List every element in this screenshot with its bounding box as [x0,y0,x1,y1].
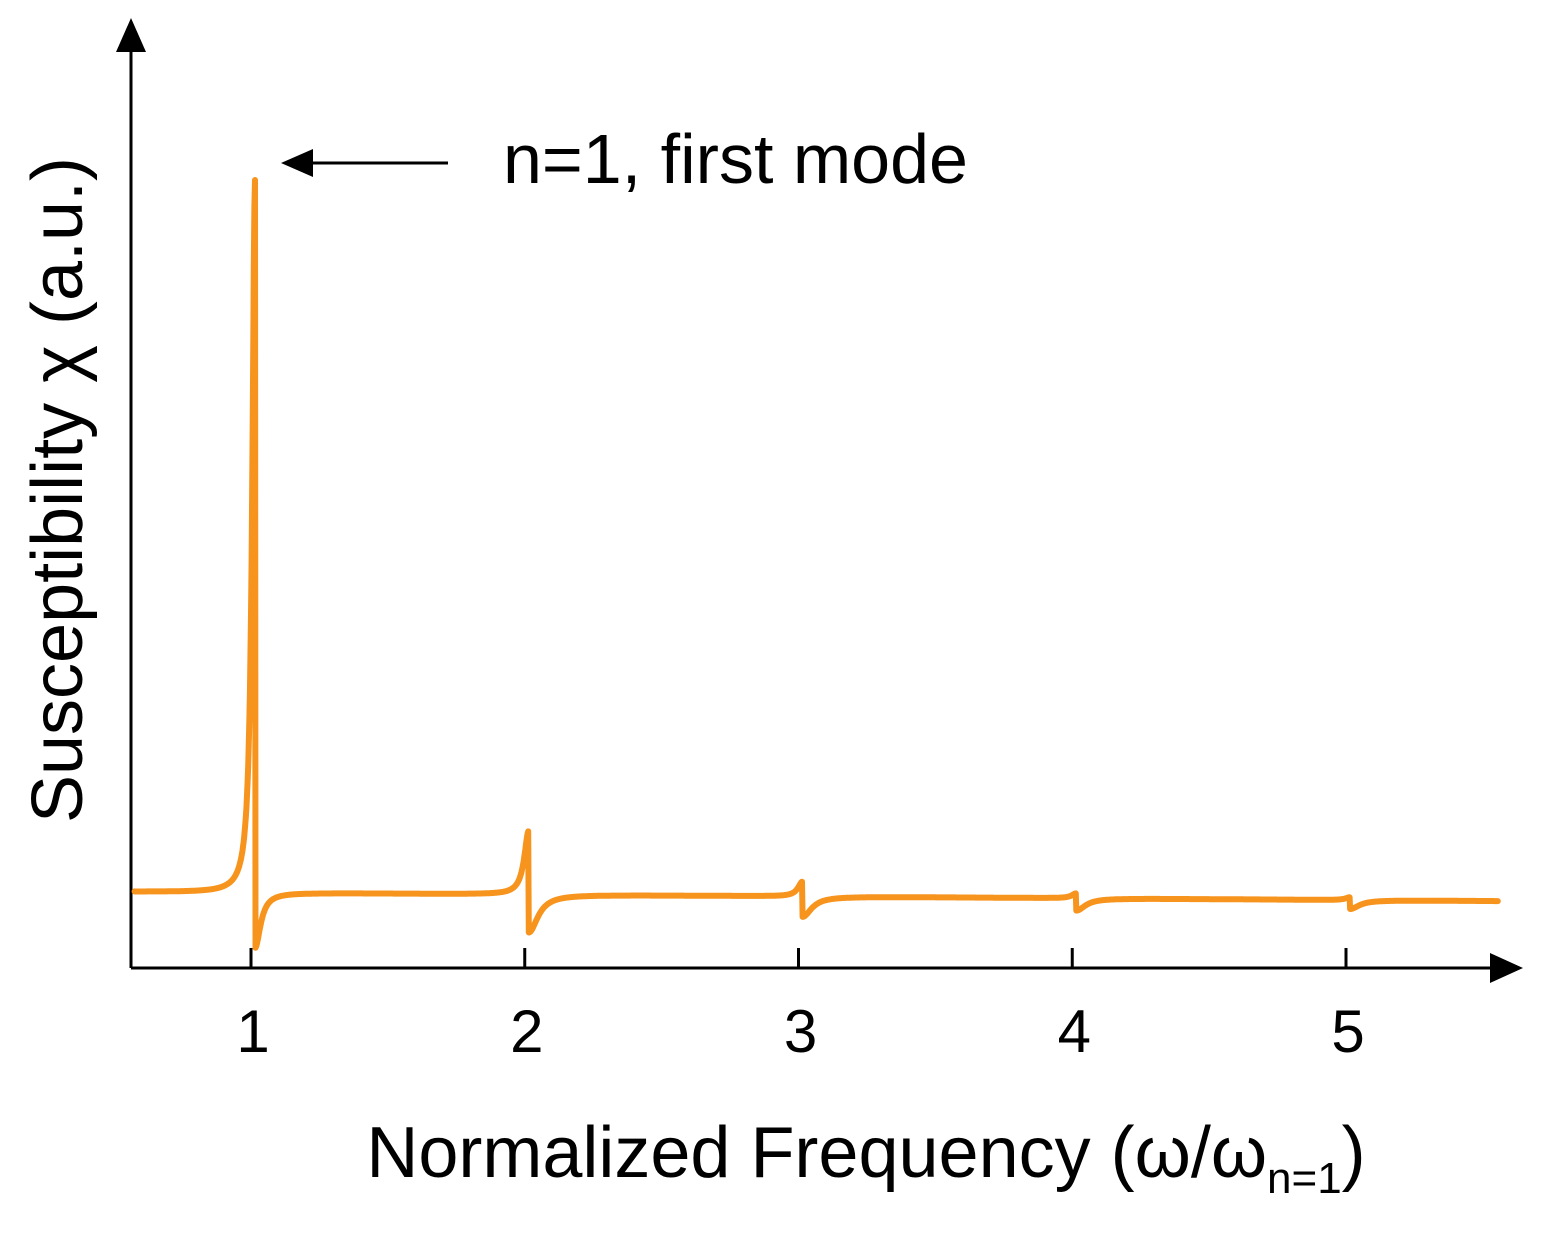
x-tick-labels: 1 2 3 4 5 [236,998,1364,1065]
x-axis-label-suffix: ) [1342,1113,1366,1193]
x-tick-label-2: 2 [510,998,543,1065]
x-tick-label-4: 4 [1058,998,1091,1065]
annotation-arrowhead [281,149,313,177]
annotation: n=1, first mode [281,120,968,198]
axes [116,18,1523,983]
x-tick-label-5: 5 [1331,998,1364,1065]
y-axis-arrowhead [116,18,146,52]
y-axis-label: Susceptibility χ (a.u.) [18,157,98,823]
susceptibility-series-line [131,177,1501,951]
x-tick-label-3: 3 [784,998,817,1065]
annotation-label: n=1, first mode [503,120,968,198]
x-axis-label-subscript: n=1 [1267,1154,1342,1203]
x-axis-label: Normalized Frequency (ω/ωn=1) [366,1113,1365,1203]
x-tick-label-1: 1 [236,998,269,1065]
x-ticks [249,948,1348,968]
x-axis-arrowhead [1490,953,1523,983]
x-axis-label-main: Normalized Frequency (ω/ω [366,1113,1267,1193]
